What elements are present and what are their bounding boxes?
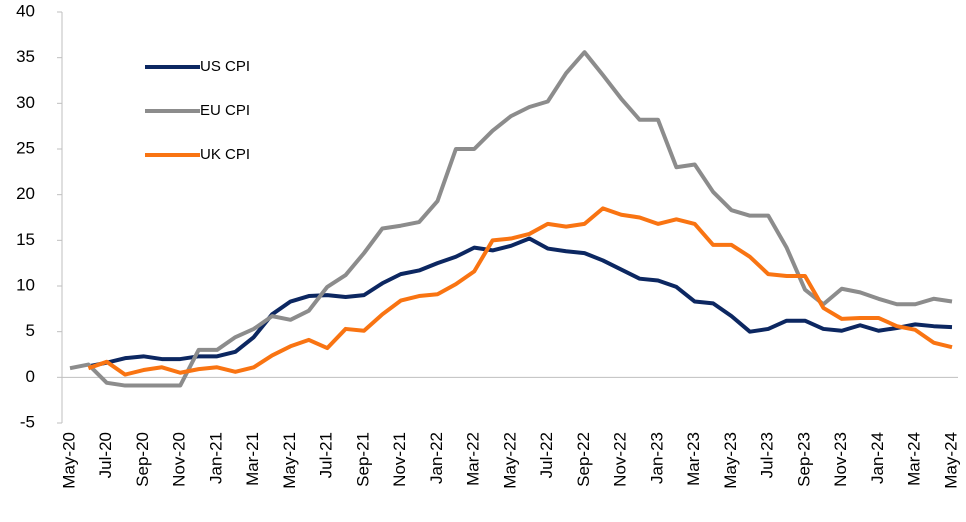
- y-tick-label: -5: [20, 412, 35, 431]
- legend-label: US CPI: [200, 58, 250, 75]
- x-tick-label: Jul-21: [317, 432, 336, 478]
- x-tick-label: Nov-20: [170, 432, 189, 487]
- x-tick-label: Nov-22: [611, 432, 630, 487]
- x-tick-label: Jan-23: [647, 432, 666, 484]
- x-tick-label: Mar-21: [243, 432, 262, 486]
- y-tick-label: 15: [16, 230, 35, 249]
- y-tick-label: 40: [16, 1, 35, 20]
- line-series: [87, 206, 953, 377]
- x-tick-label: Jan-22: [427, 432, 446, 484]
- y-tick-label: 0: [26, 367, 35, 386]
- x-tick-label: Sep-20: [133, 432, 152, 487]
- x-tick-label: Sep-21: [353, 432, 372, 487]
- x-tick-label: Jul-22: [537, 432, 556, 478]
- x-tick-label: Jul-23: [758, 432, 777, 478]
- x-tick-label: May-22: [500, 432, 519, 489]
- legend-label: UK CPI: [200, 146, 250, 163]
- x-tick-label: Jan-21: [206, 432, 225, 484]
- x-tick-label: May-23: [721, 432, 740, 489]
- y-tick-label: 5: [26, 321, 35, 340]
- y-tick-label: 35: [16, 47, 35, 66]
- x-tick-label: Mar-22: [464, 432, 483, 486]
- y-tick-label: 10: [16, 275, 35, 294]
- y-tick-label: 25: [16, 138, 35, 157]
- x-tick-label: May-20: [59, 432, 78, 489]
- x-tick-label: May-24: [941, 432, 960, 489]
- x-tick-label: Mar-24: [905, 432, 924, 486]
- x-tick-label: May-21: [280, 432, 299, 489]
- x-tick-label: Jan-24: [868, 432, 887, 484]
- x-tick-label: Nov-23: [831, 432, 850, 487]
- x-tick-label: Nov-21: [390, 432, 409, 487]
- line-series: [69, 50, 953, 388]
- line-series: [87, 236, 953, 369]
- x-tick-label: Sep-23: [794, 432, 813, 487]
- x-tick-label: Jul-20: [96, 432, 115, 478]
- y-tick-label: 20: [16, 184, 35, 203]
- y-tick-label: 30: [16, 93, 35, 112]
- legend-label: EU CPI: [200, 102, 250, 119]
- x-tick-label: Mar-23: [684, 432, 703, 486]
- x-tick-label: Sep-22: [574, 432, 593, 487]
